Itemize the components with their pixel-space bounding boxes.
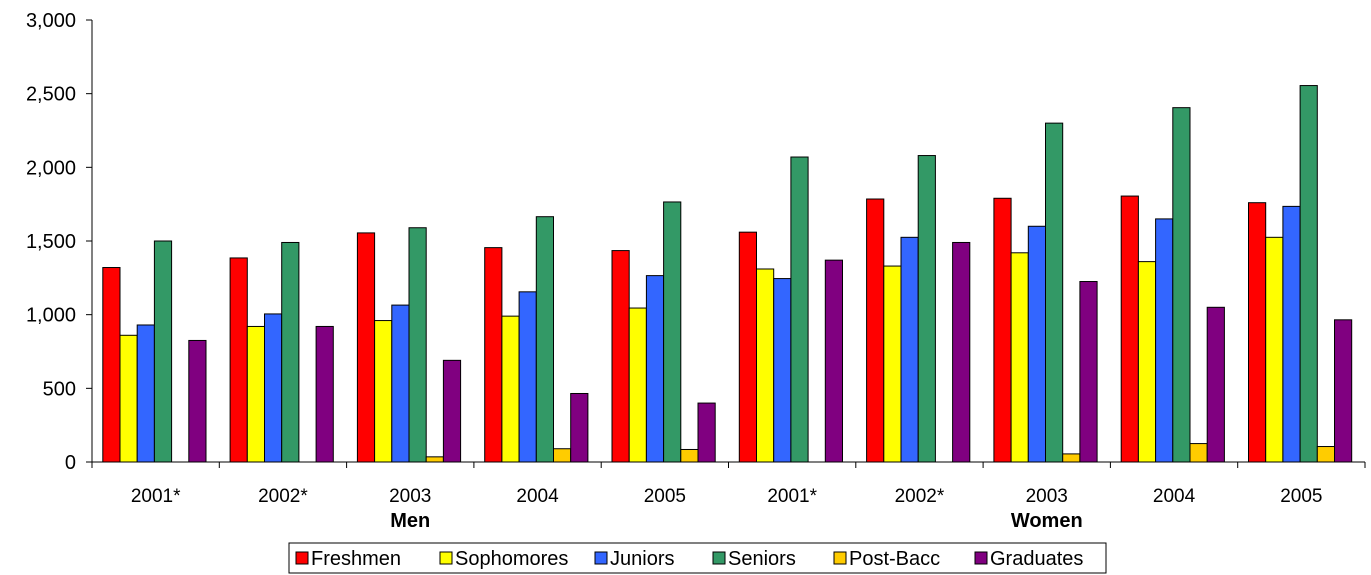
y-tick-label: 0	[65, 452, 76, 474]
group-label-women: Women	[1011, 510, 1083, 532]
bar-juniors-1	[264, 313, 283, 463]
bar-freshmen-5	[738, 231, 757, 463]
legend-label-freshmen: Freshmen	[311, 548, 401, 570]
bar-seniors-0	[153, 240, 173, 463]
bar-seniors-3	[535, 216, 554, 463]
bar-juniors-6	[900, 236, 919, 463]
bar-freshmen-1	[229, 257, 248, 463]
bar-sophomores-7	[1010, 252, 1029, 463]
bar-juniors-7	[1027, 225, 1047, 463]
x-tick-label: 2005	[644, 486, 686, 507]
bar-post-bacc-4	[680, 448, 699, 463]
x-tick-label: 2002*	[895, 486, 945, 507]
bar-seniors-6	[917, 155, 936, 463]
bar-graduates-1	[315, 325, 334, 463]
bar-graduates-9	[1334, 319, 1353, 463]
y-axis-ticks: 0 500 1,000 1,500 2,000 2,500 3,000	[26, 10, 92, 474]
legend-swatch-post-bacc	[833, 551, 847, 565]
x-tick-label: 2002*	[258, 486, 308, 507]
bar-sophomores-4	[628, 307, 647, 463]
bar-juniors-0	[136, 324, 155, 463]
legend-label-seniors: Seniors	[728, 548, 796, 570]
bar-sophomores-5	[756, 268, 775, 463]
y-tick-label: 2,500	[26, 84, 76, 106]
y-tick-label: 1,500	[26, 231, 76, 253]
legend: Freshmen Sophomores Juniors Seniors Post-Bac…	[288, 542, 1107, 574]
bar-sophomores-1	[246, 325, 266, 463]
y-tick-label: 1,000	[26, 305, 76, 327]
x-tick-label: 2003	[389, 486, 431, 507]
bar-post-bacc-9	[1316, 446, 1336, 463]
y-tick-label: 3,000	[26, 10, 76, 32]
legend-label-graduates: Graduates	[990, 548, 1083, 570]
bar-graduates-0	[188, 339, 207, 463]
bar-graduates-7	[1079, 281, 1098, 463]
bar-juniors-2	[391, 304, 410, 463]
legend-swatch-seniors	[712, 551, 726, 565]
bar-seniors-7	[1045, 122, 1064, 463]
bar-juniors-4	[645, 275, 665, 463]
legend-label-sophomores: Sophomores	[455, 548, 568, 570]
bar-freshmen-9	[1248, 202, 1267, 463]
y-tick-label: 2,000	[26, 157, 76, 179]
bar-juniors-9	[1282, 205, 1301, 463]
x-tick-label: 2005	[1280, 486, 1322, 507]
bar-post-bacc-2	[425, 456, 444, 463]
bars	[102, 85, 1353, 463]
bar-freshmen-3	[484, 247, 503, 463]
bar-seniors-4	[663, 201, 682, 463]
bar-graduates-5	[824, 259, 843, 463]
legend-label-juniors: Juniors	[610, 548, 674, 570]
legend-box	[288, 542, 1107, 574]
bar-seniors-2	[408, 227, 427, 463]
bar-freshmen-6	[866, 198, 885, 463]
bar-freshmen-7	[993, 197, 1012, 463]
bar-seniors-5	[790, 156, 809, 463]
bar-post-bacc-3	[553, 448, 572, 463]
bar-graduates-6	[952, 241, 971, 463]
bar-sophomores-0	[119, 334, 138, 463]
legend-swatch-sophomores	[439, 551, 453, 565]
bar-post-bacc-7	[1062, 453, 1081, 463]
x-tick-label: 2004	[1153, 486, 1196, 507]
bar-freshmen-2	[356, 232, 376, 463]
x-tick-label: 2004	[516, 486, 559, 507]
x-tick-label: 2001*	[131, 486, 181, 507]
bar-sophomores-9	[1265, 236, 1284, 463]
bar-juniors-5	[773, 278, 792, 463]
bar-juniors-3	[518, 291, 537, 463]
bar-freshmen-4	[611, 250, 630, 463]
bar-sophomores-3	[501, 315, 520, 463]
bar-graduates-2	[442, 359, 462, 463]
bar-freshmen-8	[1120, 195, 1139, 463]
x-tick-label: 2003	[1026, 486, 1068, 507]
legend-swatch-freshmen	[295, 551, 309, 565]
bar-seniors-1	[281, 241, 300, 463]
legend-swatch-juniors	[594, 551, 608, 565]
bar-graduates-4	[697, 402, 716, 463]
bar-graduates-8	[1206, 306, 1225, 463]
bar-sophomores-8	[1137, 261, 1157, 463]
bar-seniors-8	[1172, 107, 1191, 463]
legend-swatch-graduates	[974, 551, 988, 565]
group-label-men: Men	[390, 510, 430, 532]
bar-sophomores-2	[374, 320, 393, 463]
bar-seniors-9	[1299, 85, 1318, 463]
x-axis-ticks: 2001* 2002* 2003 2004 2005 2001* 2002* 2003 2004…	[91, 462, 1366, 507]
bar-juniors-8	[1155, 218, 1174, 463]
bar-freshmen-0	[102, 267, 121, 463]
y-tick-label: 500	[43, 378, 76, 400]
bar-sophomores-6	[883, 265, 902, 463]
bar-post-bacc-8	[1189, 443, 1208, 463]
legend-label-post-bacc: Post-Bacc	[849, 548, 940, 570]
group-labels: Men Women	[390, 510, 1082, 532]
x-tick-label: 2001*	[767, 486, 817, 507]
bar-graduates-3	[570, 392, 589, 463]
